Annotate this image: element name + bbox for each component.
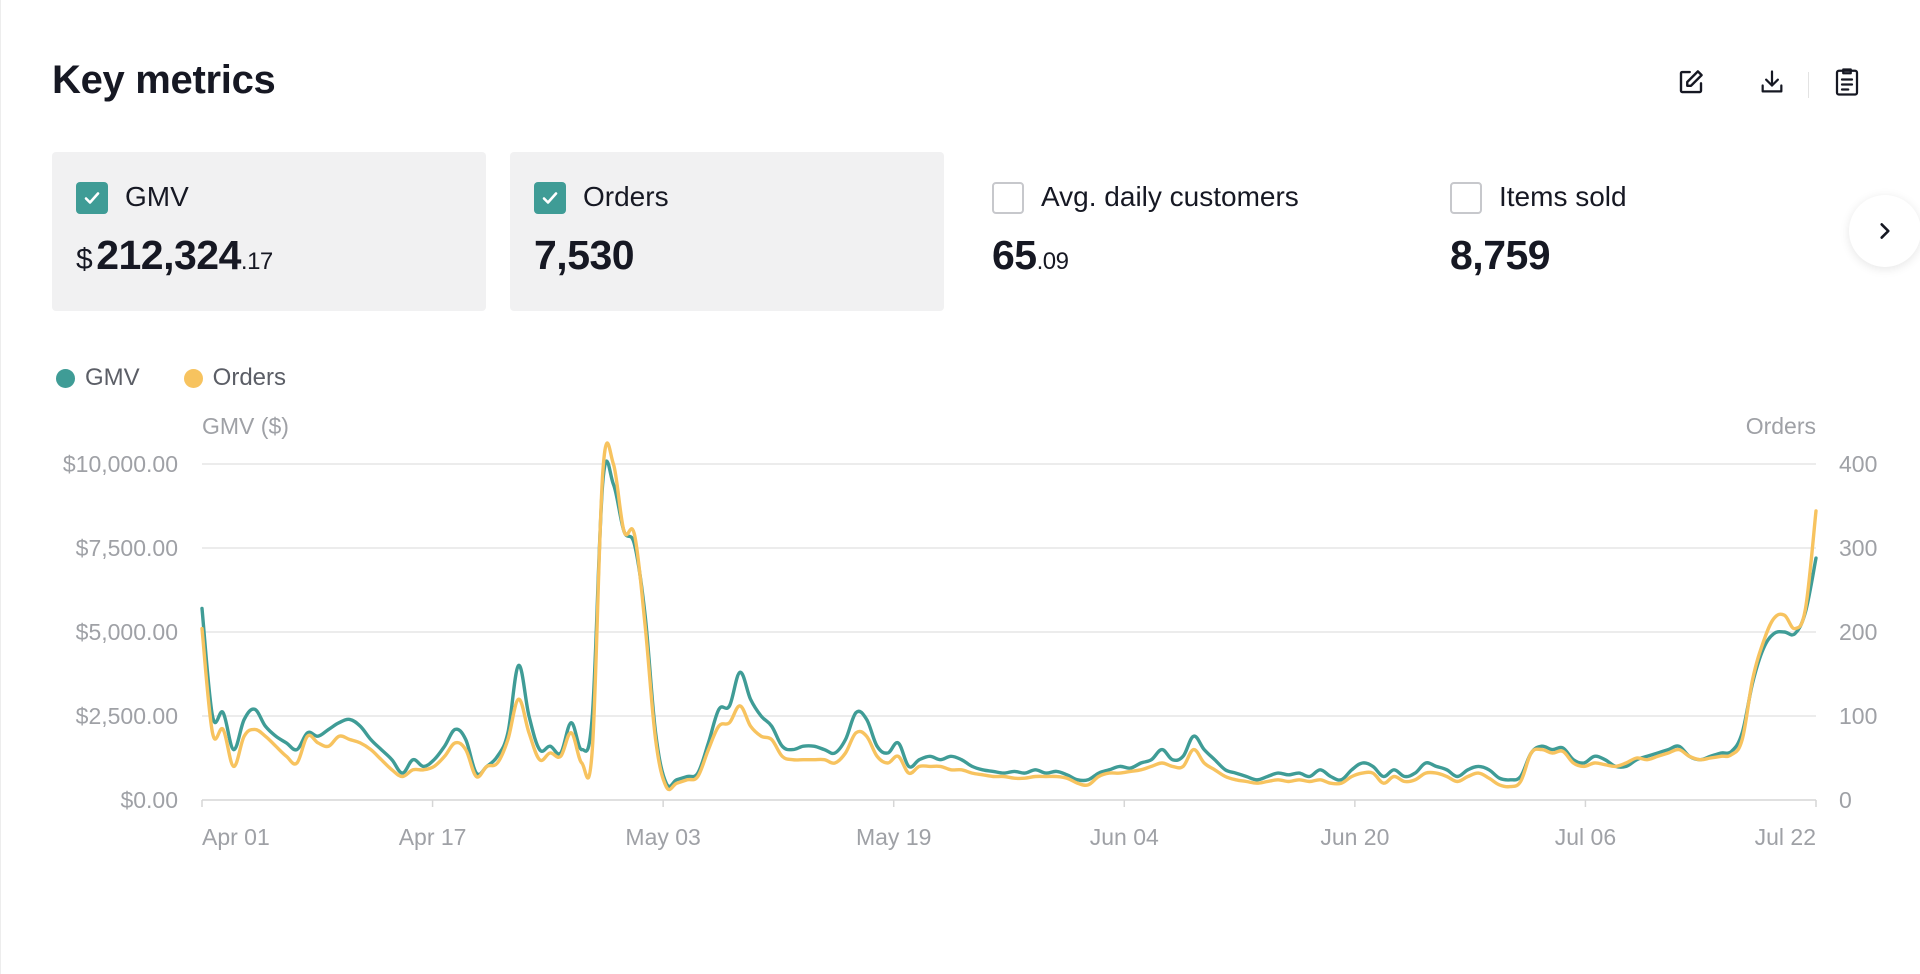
metric-card-items-sold[interactable]: Items sold 8,759 [1426,152,1846,311]
metric-value: 8,759 [1450,232,1551,279]
metric-value: 65.09 [992,232,1069,279]
orders-checkbox[interactable] [534,182,566,214]
metric-value: $212,324.17 [76,232,273,279]
legend-label: Orders [212,364,287,391]
clipboard-icon [1835,68,1859,96]
x-tick-label: Jul 06 [1555,824,1616,850]
checkmark-icon [84,192,100,204]
y-axis-right-label: Orders [1746,413,1816,439]
metric-card-orders[interactable]: Orders 7,530 [510,152,944,311]
x-tick-label: Jun 20 [1320,824,1389,850]
x-tick-label: May 19 [856,824,931,850]
y-left-tick-label: $10,000.00 [63,451,178,477]
toolbar-divider [1808,72,1809,98]
legend-dot-orders [183,368,203,388]
metric-value-decimal: .17 [240,248,273,275]
x-axis: Apr 01 Apr 17 May 03 May 19 Jun 04 Jun 20 Jul … [201,800,1817,850]
y-right-tick-label: 400 [1839,451,1877,477]
y-left-tick-label: $0.00 [120,787,178,813]
edit-button[interactable] [1671,62,1711,102]
y-left-tick-label: $5,000.00 [76,619,178,645]
metric-label: Orders [583,181,669,212]
y-right-tick-label: 300 [1839,535,1877,561]
x-tick-label: Apr 17 [399,824,467,850]
chart-series [200,441,1818,792]
download-icon [1761,70,1783,93]
metric-value: 7,530 [534,232,635,279]
gmv-checkbox[interactable] [76,182,108,214]
y-axis-right: 0 100 200 300 400 [1839,451,1877,813]
page-title: Key metrics [52,58,276,102]
clipboard-button[interactable] [1827,62,1867,102]
currency-symbol: $ [76,243,93,276]
legend-label: GMV [85,364,140,391]
legend-dot-gmv [56,368,75,388]
series-line-orders [200,441,1818,792]
items-sold-checkbox[interactable] [1450,182,1482,214]
legend-item-orders[interactable]: Orders [183,364,287,392]
metric-value-main: 8,759 [1450,232,1551,278]
metric-value-main: 7,530 [534,232,635,278]
metric-value-decimal: .09 [1036,248,1069,275]
metric-label: Avg. daily customers [1041,181,1299,212]
metric-card-avg-daily-customers[interactable]: Avg. daily customers 65.09 [968,152,1402,311]
y-axis-left: $0.00 $2,500.00 $5,000.00 $7,500.00 $10,000.… [63,451,178,813]
y-right-tick-label: 0 [1839,787,1852,813]
download-button[interactable] [1752,62,1792,102]
y-left-tick-label: $7,500.00 [76,535,178,561]
checkmark-icon [542,192,558,204]
gmv-orders-line-chart: $0.00 $2,500.00 $5,000.00 $7,500.00 $10,000.… [63,413,1878,850]
y-right-tick-label: 200 [1839,619,1877,645]
chart-grid [202,463,1816,801]
metric-value-main: 65 [992,232,1037,278]
x-tick-label: May 03 [625,824,700,850]
metric-value-main: 212,324 [96,232,241,278]
chart-legend: GMV Orders [56,364,286,392]
y-left-tick-label: $2,500.00 [76,703,178,729]
series-line-gmv [200,459,1818,789]
y-axis-left-label: GMV ($) [202,413,289,439]
metric-card-gmv[interactable]: GMV $212,324.17 [52,152,486,311]
metric-label: Items sold [1499,181,1627,212]
chevron-right-icon [1880,223,1890,239]
avg-daily-customers-checkbox[interactable] [992,182,1024,214]
metric-label: GMV [125,181,189,212]
y-right-tick-label: 100 [1839,703,1877,729]
edit-icon [1679,70,1703,94]
x-tick-label: Jun 04 [1090,824,1159,850]
next-metrics-button[interactable] [1849,195,1920,267]
legend-item-gmv[interactable]: GMV [56,364,140,392]
x-tick-label: Jul 22 [1755,824,1816,850]
x-tick-label: Apr 01 [202,824,270,850]
